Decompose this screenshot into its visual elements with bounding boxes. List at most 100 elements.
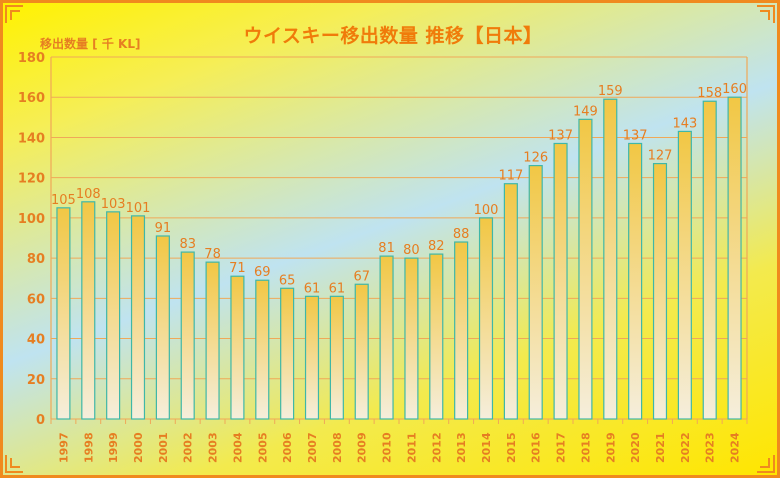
bar xyxy=(180,251,195,420)
data-label: 117 xyxy=(498,169,523,184)
bar xyxy=(106,211,121,420)
x-tick-label: 2009 xyxy=(356,432,369,463)
bar xyxy=(677,130,692,420)
data-label: 160 xyxy=(722,82,747,97)
data-label: 137 xyxy=(548,128,573,143)
data-label: 126 xyxy=(523,151,548,166)
data-label: 83 xyxy=(179,237,196,252)
x-tick-label: 2011 xyxy=(405,432,418,463)
bar xyxy=(230,275,245,420)
corner-ornament-top-right xyxy=(755,5,775,25)
x-tick-label: 2005 xyxy=(256,432,269,463)
x-tick-label: 1999 xyxy=(107,432,120,463)
x-tick-label: 2002 xyxy=(182,432,195,463)
bar xyxy=(379,255,394,420)
y-tick-label: 80 xyxy=(27,252,45,267)
data-label: 71 xyxy=(229,261,246,276)
y-tick-label: 180 xyxy=(18,51,45,66)
bar xyxy=(155,235,170,420)
bars xyxy=(56,96,742,420)
bar xyxy=(528,165,543,420)
data-label: 80 xyxy=(403,243,420,258)
bar xyxy=(454,241,469,420)
x-tick-label: 2010 xyxy=(381,432,394,463)
y-tick-label: 20 xyxy=(27,373,45,388)
y-tick-labels: 0 20 40 60 80 100 120 140 160 180 xyxy=(18,51,45,428)
bar xyxy=(652,162,668,420)
x-tick-label: 2015 xyxy=(505,432,518,463)
data-label: 105 xyxy=(51,193,76,208)
x-tick-label: 2018 xyxy=(579,432,592,463)
data-label: 69 xyxy=(254,265,271,280)
data-label: 65 xyxy=(279,273,296,288)
x-tick-label: 1997 xyxy=(57,432,70,463)
bar xyxy=(702,100,717,420)
bar xyxy=(304,295,320,420)
data-label: 108 xyxy=(76,187,101,202)
data-label: 159 xyxy=(598,84,623,99)
data-label: 100 xyxy=(474,203,499,218)
y-tick-label: 0 xyxy=(36,413,45,428)
bar xyxy=(578,118,593,420)
x-tick-label: 2021 xyxy=(654,432,667,463)
bar xyxy=(130,215,146,420)
bar xyxy=(280,287,295,420)
data-label: 88 xyxy=(453,227,470,242)
grid-lines xyxy=(50,56,748,424)
data-label: 101 xyxy=(126,201,151,216)
data-label: 81 xyxy=(378,241,395,256)
y-tick-label: 120 xyxy=(18,172,45,187)
data-label: 137 xyxy=(623,128,648,143)
bar xyxy=(56,207,71,420)
bar xyxy=(628,142,643,420)
data-label: 91 xyxy=(155,221,172,236)
bar xyxy=(429,253,444,420)
data-label: 158 xyxy=(697,86,722,101)
x-tick-label: 2016 xyxy=(530,432,543,463)
y-tick-label: 140 xyxy=(18,131,45,146)
data-label: 67 xyxy=(353,269,370,284)
x-tick-label: 2024 xyxy=(729,432,742,463)
x-tick-label: 2004 xyxy=(231,432,244,463)
x-tick-label: 1998 xyxy=(82,432,95,463)
x-tick-label: 2006 xyxy=(281,432,294,463)
x-tick-label: 2001 xyxy=(157,432,170,463)
bar xyxy=(81,201,96,420)
bar xyxy=(255,279,270,420)
x-tick-label: 2017 xyxy=(555,432,568,463)
y-axis-label: 移出数量 [ 千 KL] xyxy=(40,37,141,51)
x-tick-label: 2014 xyxy=(480,432,493,463)
corner-ornament-bottom-right xyxy=(755,453,775,473)
bar xyxy=(553,142,568,420)
bar xyxy=(503,183,518,420)
y-tick-label: 40 xyxy=(27,333,45,348)
y-tick-label: 60 xyxy=(27,292,45,307)
data-label: 61 xyxy=(329,281,346,296)
data-label: 61 xyxy=(304,281,321,296)
x-tick-label: 2000 xyxy=(132,432,145,463)
x-tick-label: 2003 xyxy=(207,432,220,463)
bar xyxy=(205,261,220,420)
x-tick-label: 2013 xyxy=(455,432,468,463)
data-label: 143 xyxy=(672,116,697,131)
x-tick-label: 2020 xyxy=(629,432,642,463)
corner-ornament-bottom-left xyxy=(5,453,25,473)
x-tick-label: 2019 xyxy=(604,432,617,463)
bar xyxy=(603,98,618,420)
x-tick-label: 2007 xyxy=(306,432,319,463)
bar xyxy=(727,96,742,420)
y-tick-label: 100 xyxy=(18,212,45,227)
bar xyxy=(354,283,369,420)
data-label: 149 xyxy=(573,104,598,119)
chart-title: ウイスキー移出数量 推移【日本】 xyxy=(243,25,543,47)
x-tick-label: 2023 xyxy=(704,432,717,463)
x-tick-labels: 1997 1998 1999 2000 2001 2002 2003 2004 2005 2006… xyxy=(57,432,741,463)
data-label: 127 xyxy=(648,149,673,164)
y-tick-label: 160 xyxy=(18,91,45,106)
bar xyxy=(478,217,494,420)
bar xyxy=(404,257,419,420)
data-label: 103 xyxy=(101,197,126,212)
